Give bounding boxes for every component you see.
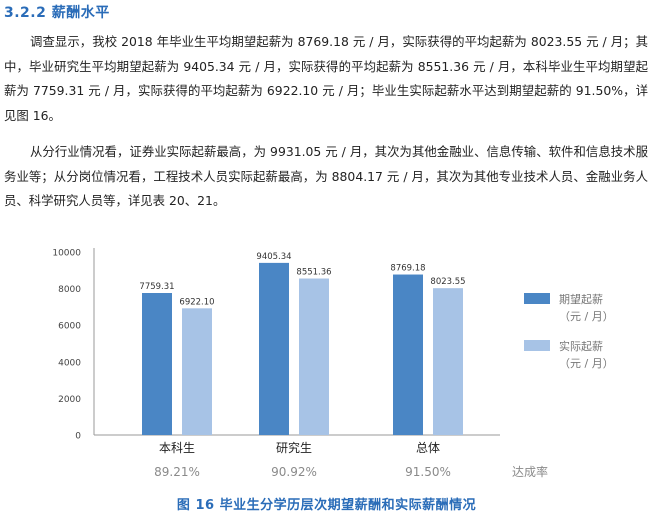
data-label: 8551.36 xyxy=(296,268,331,278)
section-heading: 3.2.2 薪酬水平 xyxy=(4,5,110,21)
category-label: 总体 xyxy=(416,441,440,455)
y-tick-label: 2000 xyxy=(58,395,81,405)
figure-caption: 图 16 毕业生分学历层次期望薪酬和实际薪酬情况 xyxy=(176,498,477,513)
rate-value: 89.21% xyxy=(154,465,200,479)
category-label: 本科生 xyxy=(159,441,195,455)
legend-label-1: （元 / 月） xyxy=(559,357,614,370)
data-label: 9405.34 xyxy=(256,252,291,262)
rate-value: 91.50% xyxy=(405,465,451,479)
data-label: 7759.31 xyxy=(139,282,174,292)
bar-expected-0 xyxy=(142,293,172,435)
rate-value: 90.92% xyxy=(271,465,317,479)
bar-actual-1 xyxy=(299,278,329,435)
bar-actual-0 xyxy=(182,308,212,435)
legend-swatch-0 xyxy=(524,293,550,304)
legend-label-0: （元 / 月） xyxy=(559,310,614,323)
data-label: 8023.55 xyxy=(430,277,465,287)
category-label: 研究生 xyxy=(276,440,312,455)
y-tick-label: 10000 xyxy=(52,249,81,259)
salary-bar-chart: 0 2000 4000 6000 8000 10000 7759.31 6922.10 本科生 8… xyxy=(52,248,614,479)
rates-label: 达成率 xyxy=(512,464,548,479)
legend-label-0: 期望起薪 xyxy=(559,293,603,306)
paragraph-industry-position: 从分行业情况看，证券业实际起薪最高，为 9931.05 元 / 月，其次为其他金… xyxy=(4,144,648,208)
paragraph-salary-overview: 调查显示，我校 2018 年毕业生平均期望起薪为 8769.18 元 / 月，实… xyxy=(4,34,648,123)
data-label: 8769.18 xyxy=(390,264,425,274)
bar-expected-1 xyxy=(259,262,289,435)
data-label: 6922.10 xyxy=(179,297,214,307)
legend-swatch-1 xyxy=(524,340,550,351)
y-tick-label: 0 xyxy=(75,432,81,442)
bar-actual-2 xyxy=(433,288,463,435)
legend-label-1: 实际起薪 xyxy=(559,339,603,353)
y-tick-label: 6000 xyxy=(58,322,81,332)
y-tick-label: 4000 xyxy=(58,358,81,368)
y-tick-label: 8000 xyxy=(58,285,81,295)
bar-expected-2 xyxy=(393,274,423,435)
